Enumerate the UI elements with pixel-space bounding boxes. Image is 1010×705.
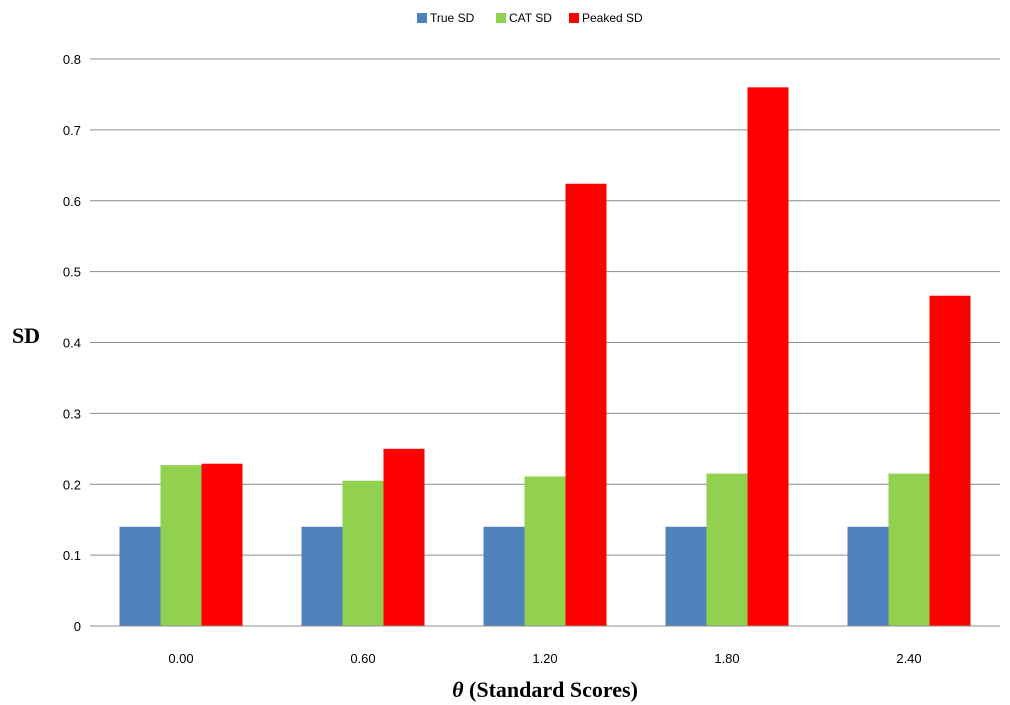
y-tick-label: 0.8 (63, 52, 81, 67)
bar-cat-sd (161, 465, 202, 626)
legend-swatch (569, 13, 579, 23)
y-tick-label: 0.5 (63, 265, 81, 280)
y-tick-label: 0.3 (63, 406, 81, 421)
bar-cat-sd (707, 474, 748, 626)
y-tick-label: 0.2 (63, 477, 81, 492)
legend-label: True SD (430, 11, 475, 25)
bar-true-sd (666, 527, 707, 626)
bar-peaked-sd (930, 296, 971, 626)
legend-item: Peaked SD (569, 11, 643, 25)
x-tick-label: 0.00 (168, 651, 193, 666)
bar-peaked-sd (566, 184, 607, 626)
y-tick-labels: 0 0.1 0.2 0.3 0.4 0.5 0.6 0.7 0.8 (63, 52, 81, 634)
x-tick-labels: 0.00 0.60 1.20 1.80 2.40 (168, 651, 921, 666)
bar-true-sd (484, 527, 525, 626)
legend: True SD CAT SD Peaked SD (417, 11, 643, 25)
x-tick-label: 1.20 (532, 651, 557, 666)
bars (120, 87, 971, 626)
bar-cat-sd (525, 476, 566, 626)
x-axis-symbol: θ (452, 677, 464, 702)
bar-true-sd (848, 527, 889, 626)
legend-swatch (496, 13, 506, 23)
x-axis-text: (Standard Scores) (464, 677, 638, 702)
legend-item: True SD (417, 11, 475, 25)
legend-label: Peaked SD (582, 11, 643, 25)
x-tick-label: 0.60 (350, 651, 375, 666)
y-tick-label: 0 (74, 619, 81, 634)
y-tick-label: 0.7 (63, 123, 81, 138)
bar-peaked-sd (202, 464, 243, 626)
legend-item: CAT SD (496, 11, 552, 25)
y-tick-label: 0.1 (63, 548, 81, 563)
bar-cat-sd (343, 481, 384, 626)
y-tick-label: 0.6 (63, 194, 81, 209)
bar-true-sd (302, 527, 343, 626)
legend-swatch (417, 13, 427, 23)
y-tick-label: 0.4 (63, 336, 81, 351)
y-axis-title: SD (12, 323, 40, 348)
bar-peaked-sd (384, 449, 425, 626)
x-tick-label: 1.80 (714, 651, 739, 666)
bar-peaked-sd (748, 87, 789, 626)
x-axis-title: θ (Standard Scores) (452, 677, 638, 702)
legend-label: CAT SD (509, 11, 552, 25)
bar-cat-sd (889, 474, 930, 626)
x-tick-label: 2.40 (896, 651, 921, 666)
bar-true-sd (120, 527, 161, 626)
